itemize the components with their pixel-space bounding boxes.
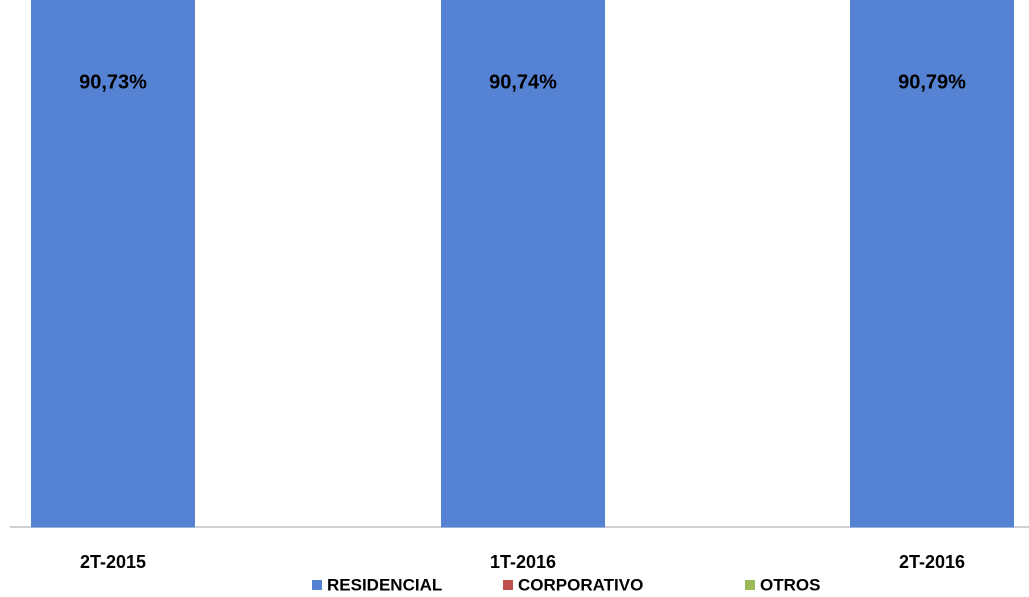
data-label: 90,79% <box>898 71 966 93</box>
x-tick-label: 1T-2016 <box>490 552 556 572</box>
legend-label: OTROS <box>760 575 820 594</box>
bar-segment <box>850 0 1014 528</box>
legend-marker <box>745 580 755 590</box>
legend-marker <box>312 580 322 590</box>
bar-segment <box>441 0 605 528</box>
bar-segment <box>31 0 195 528</box>
legend-label: RESIDENCIAL <box>327 575 442 594</box>
data-label: 90,73% <box>79 72 147 94</box>
x-tick-label: 2T-2015 <box>80 552 146 572</box>
x-tick-label: 2T-2016 <box>899 552 965 572</box>
legend-label: CORPORATIVO <box>518 575 643 594</box>
legend-marker <box>503 580 513 590</box>
data-label: 90,74% <box>489 72 557 94</box>
